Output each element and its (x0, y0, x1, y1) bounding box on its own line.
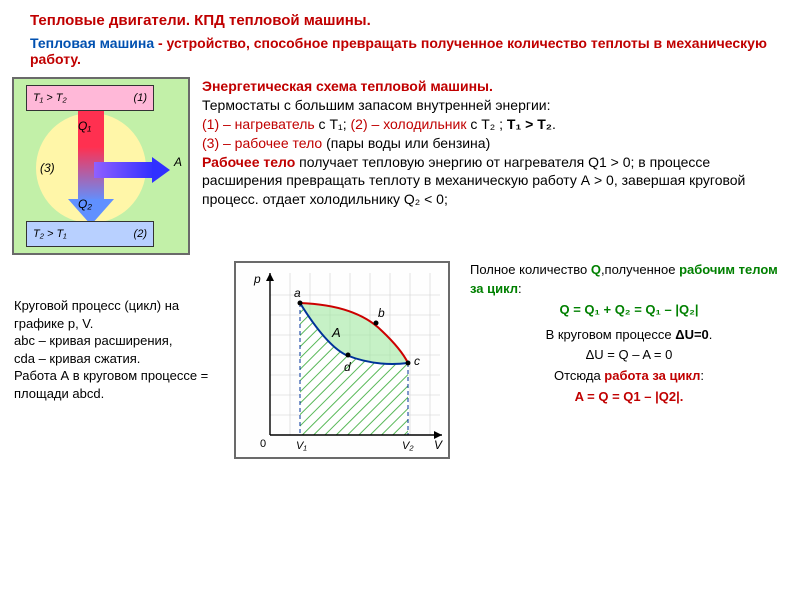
lc-l2: abc – кривая расширения, (14, 332, 224, 350)
svg-text:p: p (253, 272, 261, 286)
t-inequality: T₁ > T₂ (507, 116, 552, 132)
heater: (1) – нагреватель (202, 116, 315, 132)
txt: Полное количество (470, 262, 591, 277)
svg-text:0: 0 (260, 438, 266, 450)
cycle-green: за цикл (470, 281, 518, 296)
t3a: Отсюда (554, 368, 604, 383)
txt2: ,полученное (601, 262, 679, 277)
page-title: Тепловые двигатели. КПД тепловой машины. (0, 0, 800, 35)
subtitle: Тепловая машина - устройство, способное … (0, 35, 800, 75)
Q-sym: Q (591, 262, 601, 277)
hot-reservoir: T₁ > T₂ (1) (26, 85, 154, 111)
lc-l4: Работа А в круговом процессе = площади a… (14, 367, 224, 402)
row-1: T₁ > T₂ (1) T₂ > T₁ (2) Q₁ Q₂ A (3) Энер… (0, 75, 800, 255)
pv-diagram-wrap: p V 0 V₁ V₂ a b c d A (234, 261, 454, 459)
pv-svg: p V 0 V₁ V₂ a b c d A (236, 263, 448, 457)
lc-l3: cda – кривая сжатия. (14, 350, 224, 368)
hot-label: T₁ > T₂ (33, 92, 67, 104)
colon2: : (700, 368, 704, 383)
desc-l2: Термостаты с большим запасом внутренней … (202, 96, 788, 115)
svg-text:c: c (414, 354, 420, 368)
rc-t3: Отсюда работа за цикл: (470, 367, 788, 386)
desc-l5: Рабочее тело получает тепловую энергию о… (202, 153, 788, 210)
row-2: Круговой процесс (цикл) на графике p, V.… (0, 255, 800, 459)
dot: . (709, 327, 713, 342)
cycle-description: Круговой процесс (цикл) на графике p, V.… (14, 261, 224, 402)
right-formulas: Полное количество Q,полученное рабочим т… (464, 261, 788, 409)
cooler: (2) – холодильник (351, 116, 467, 132)
cold-label: T₂ > T₁ (33, 228, 67, 240)
desc-l3: (1) – нагреватель с T₁; (2) – холодильни… (202, 115, 788, 134)
pv-diagram: p V 0 V₁ V₂ a b c d A (234, 261, 450, 459)
wb2: Рабочее тело (202, 154, 295, 170)
term: Тепловая машина (30, 35, 154, 51)
cold-num: (2) (134, 228, 147, 240)
work-red: работа за цикл (604, 368, 700, 383)
t2: с T₂ ; (466, 116, 506, 132)
a-label: A (174, 155, 182, 169)
colon: : (518, 281, 522, 296)
wb-note: (пары воды или бензина) (322, 135, 490, 151)
eq-du: ΔU = Q – A = 0 (470, 346, 788, 365)
svg-text:b: b (378, 306, 385, 320)
svg-text:A: A (331, 325, 341, 340)
desc-l4: (3) – рабочее тело (пары воды или бензин… (202, 134, 788, 153)
energy-scheme-diagram: T₁ > T₂ (1) T₂ > T₁ (2) Q₁ Q₂ A (3) (12, 77, 190, 255)
svg-text:V₂: V₂ (402, 440, 414, 452)
eq-a: A = Q = Q1 – |Q2|. (470, 388, 788, 407)
work-arrow (94, 157, 174, 183)
svg-text:d: d (344, 360, 351, 374)
wb-green: рабочим телом (679, 262, 778, 277)
q1-label: Q₁ (78, 119, 91, 133)
t1: с T₁; (315, 116, 351, 132)
scheme-description: Энергетическая схема тепловой машины. Те… (202, 77, 788, 255)
working-body: (3) – рабочее тело (202, 135, 322, 151)
cold-reservoir: T₂ > T₁ (2) (26, 221, 154, 247)
rc-t2: В круговом процессе ΔU=0. (470, 326, 788, 345)
du0: ΔU=0 (675, 327, 709, 342)
rc-t1: Полное количество Q,полученное рабочим т… (470, 261, 788, 299)
svg-text:V: V (434, 438, 443, 452)
eq-q: Q = Q₁ + Q₂ = Q₁ – |Q₂| (470, 301, 788, 320)
hot-num: (1) (134, 92, 147, 104)
svg-text:a: a (294, 286, 301, 300)
lc-l1: Круговой процесс (цикл) на графике p, V. (14, 297, 224, 332)
desc-heading: Энергетическая схема тепловой машины. (202, 77, 788, 96)
body-label: (3) (40, 161, 55, 175)
q2-label: Q₂ (78, 197, 92, 211)
t2a: В круговом процессе (546, 327, 676, 342)
svg-text:V₁: V₁ (296, 440, 307, 452)
